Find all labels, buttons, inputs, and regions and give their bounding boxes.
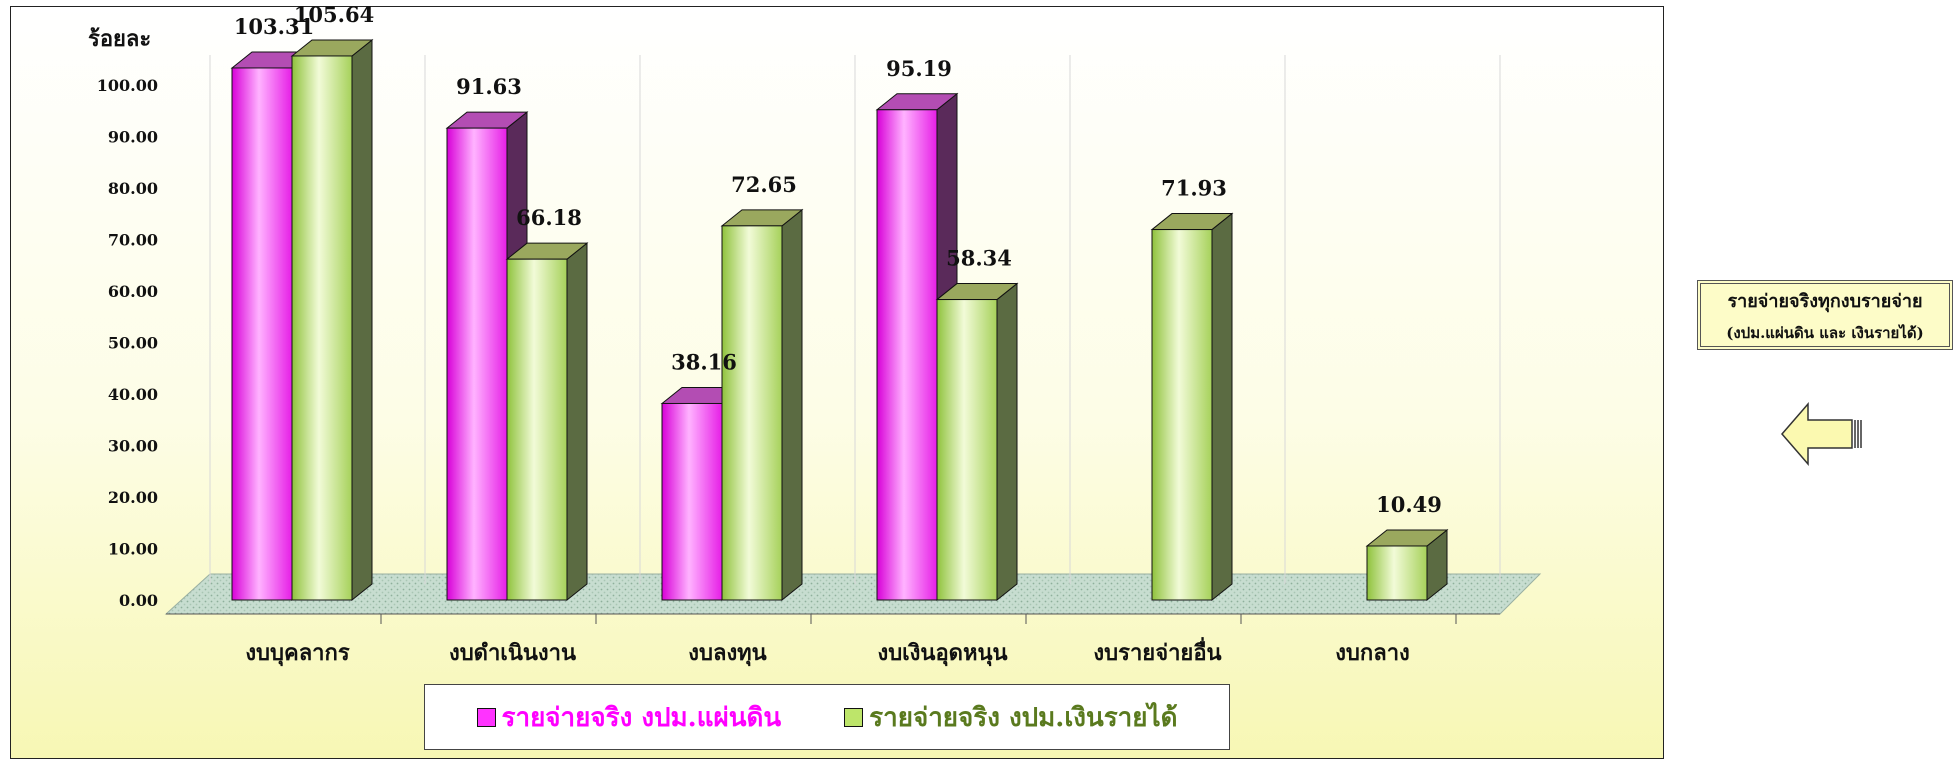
x-category-label: งบรายจ่ายอื่น <box>1093 636 1221 666</box>
data-label: 38.16 <box>671 349 737 374</box>
left-arrow-icon <box>1781 402 1862 466</box>
side-note-line2: (งปม.แผ่นดิน และ เงินรายได้) <box>1726 323 1924 342</box>
data-label: 95.19 <box>886 56 952 81</box>
y-tick-label: 20.00 <box>108 488 158 507</box>
data-label: 10.49 <box>1376 492 1442 517</box>
bar-front <box>876 109 938 601</box>
y-tick-label: 90.00 <box>108 128 158 147</box>
bar-front <box>1151 229 1213 601</box>
legend-item-series2: รายจ่ายจริง งปม.เงินรายได้ <box>844 697 1177 738</box>
bar <box>290 38 374 602</box>
data-label: 58.34 <box>946 246 1012 271</box>
bar <box>505 242 589 602</box>
legend-label-series1: รายจ่ายจริง งปม.แผ่นดิน <box>501 702 782 733</box>
y-tick-label: 60.00 <box>108 282 158 301</box>
data-label: 71.93 <box>1161 176 1227 201</box>
legend-swatch-series2 <box>844 707 864 727</box>
data-label: 72.65 <box>731 172 797 197</box>
x-category-label: งบเงินอุดหนุน <box>877 640 1007 667</box>
bar <box>935 282 1019 602</box>
legend-label-series2: รายจ่ายจริง งปม.เงินรายได้ <box>869 702 1178 733</box>
y-tick-label: 100.00 <box>97 76 158 95</box>
bar-front <box>231 67 293 601</box>
bar-side <box>1211 212 1233 602</box>
y-tick-label: 10.00 <box>108 540 158 559</box>
y-tick-label: 0.00 <box>119 591 158 610</box>
y-tick-label: 30.00 <box>108 437 158 456</box>
bar-front <box>721 225 783 601</box>
bar <box>875 92 959 602</box>
bar <box>1150 212 1234 602</box>
data-label: 103.31 <box>234 14 314 39</box>
bar-front <box>1366 545 1428 601</box>
bar <box>1365 528 1449 602</box>
bar-front <box>661 402 723 601</box>
data-label: 105.64 <box>294 2 374 27</box>
bar-side <box>566 242 588 602</box>
bar-front <box>291 55 353 601</box>
y-tick-label: 80.00 <box>108 179 158 198</box>
bar-front <box>506 258 568 601</box>
bar-chart: ร้อยละ 0.00 10.00 20.00 30.00 40.00 50.00 60.0… <box>88 2 1542 667</box>
legend-item-series1: รายจ่ายจริง งปม.แผ่นดิน <box>476 697 782 738</box>
x-category-label: งบบุคลากร <box>245 640 350 667</box>
data-label: 91.63 <box>456 74 522 99</box>
legend-swatch-series1 <box>476 707 496 727</box>
side-note-box: รายจ่ายจริงทุกงบรายจ่าย (งปม.แผ่นดิน และ… <box>1697 280 1953 350</box>
bar-side <box>996 282 1018 602</box>
y-tick-label: 50.00 <box>108 334 158 353</box>
bar-side <box>351 38 373 602</box>
side-note-line1: รายจ่ายจริงทุกงบรายจ่าย <box>1727 290 1923 312</box>
y-tick-label: 70.00 <box>108 231 158 250</box>
y-axis-title: ร้อยละ <box>88 26 151 52</box>
data-label: 66.18 <box>516 205 582 230</box>
x-category-label: งบดำเนินงาน <box>449 640 576 666</box>
x-category-label: งบลงทุน <box>688 640 766 667</box>
bar-front <box>446 127 508 601</box>
y-tick-label: 40.00 <box>108 385 158 404</box>
bar <box>720 208 804 602</box>
x-category-label: งบกลาง <box>1335 640 1410 666</box>
bar-front <box>936 299 998 601</box>
legend: รายจ่ายจริง งปม.แผ่นดิน รายจ่ายจริง งปม.… <box>424 684 1230 750</box>
bar-side <box>781 208 803 602</box>
